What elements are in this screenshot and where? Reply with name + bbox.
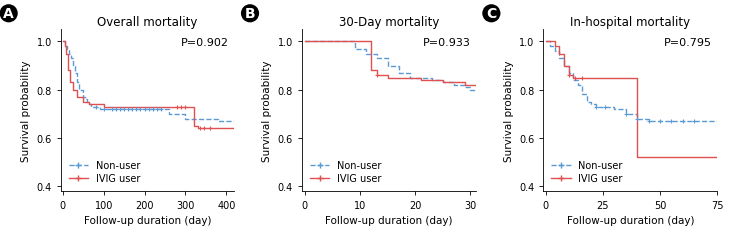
Y-axis label: Survival probability: Survival probability [21,60,31,161]
Text: P=0.795: P=0.795 [664,38,712,48]
Legend: Non-user, IVIG user: Non-user, IVIG user [66,158,143,186]
Text: C: C [486,7,496,21]
Title: 30-Day mortality: 30-Day mortality [339,16,439,29]
Text: P=0.933: P=0.933 [423,38,471,48]
Title: Overall mortality: Overall mortality [98,16,198,29]
X-axis label: Follow-up duration (day): Follow-up duration (day) [325,216,453,225]
X-axis label: Follow-up duration (day): Follow-up duration (day) [566,216,694,225]
Text: B: B [245,7,255,21]
Legend: Non-user, IVIG user: Non-user, IVIG user [548,158,625,186]
Y-axis label: Survival probability: Survival probability [504,60,514,161]
Legend: Non-user, IVIG user: Non-user, IVIG user [307,158,384,186]
Title: In-hospital mortality: In-hospital mortality [570,16,690,29]
Text: P=0.902: P=0.902 [182,38,230,48]
Y-axis label: Survival probability: Survival probability [262,60,273,161]
X-axis label: Follow-up duration (day): Follow-up duration (day) [84,216,211,225]
Text: A: A [4,7,14,21]
